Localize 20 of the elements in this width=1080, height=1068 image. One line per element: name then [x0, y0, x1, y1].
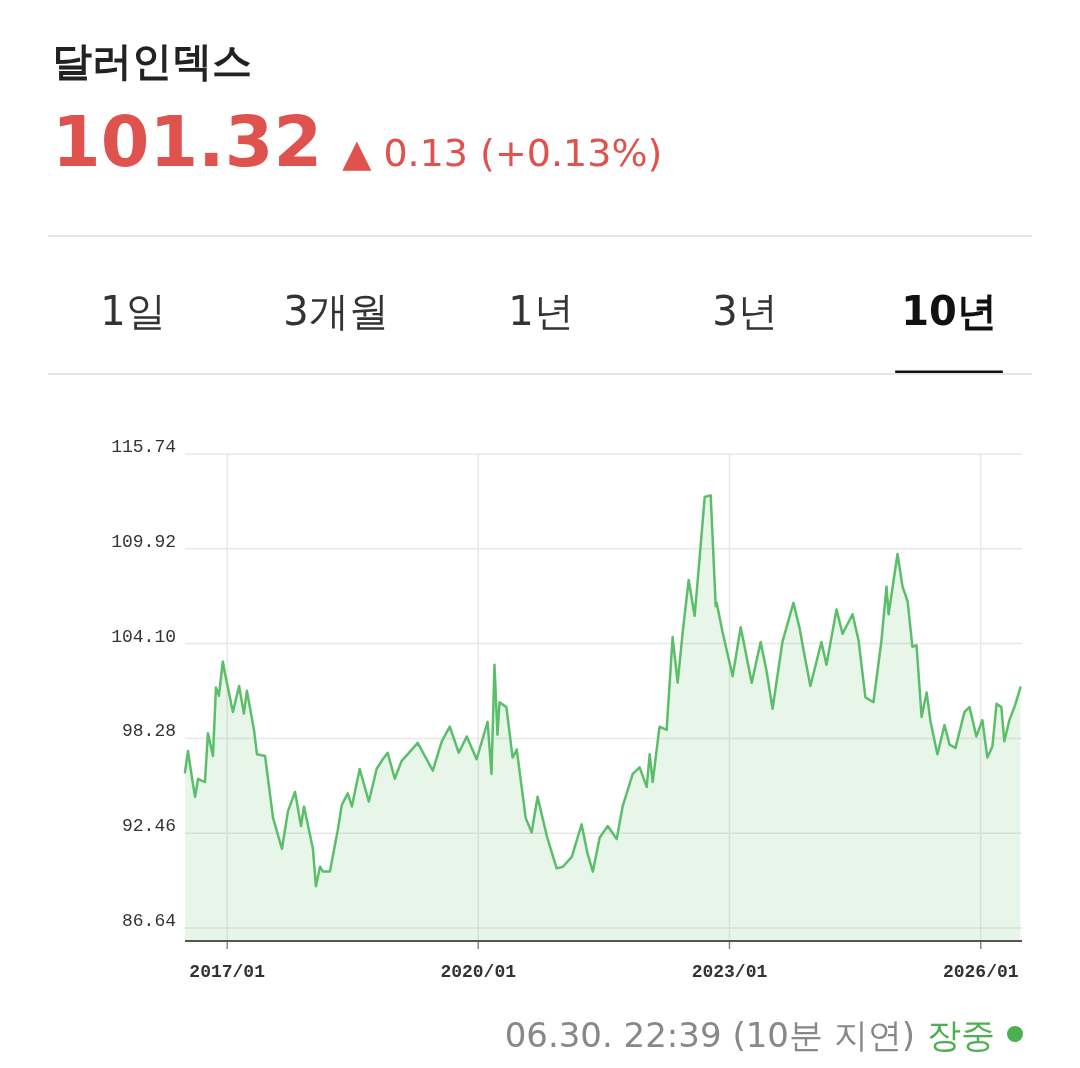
text: 장중 — [927, 1015, 995, 1055]
chart-subtitle: 101.32 — [52, 101, 323, 183]
y-tick-label: 115.74 — [111, 437, 176, 457]
y-tick-label: 109.92 — [111, 531, 176, 552]
text: 06.30. 22:39 (10분 지연) — [504, 1015, 915, 1055]
text: 1년 — [508, 288, 574, 334]
y-tick-label: 86.64 — [121, 910, 176, 931]
text: 1일 — [100, 288, 166, 334]
x-tick-label: 2026/01 — [942, 962, 1019, 982]
y-tick-label: 98.28 — [121, 721, 176, 742]
y-tick-label: 104.10 — [111, 626, 176, 647]
x-tick-label: 2023/01 — [691, 962, 768, 982]
text: 10년 — [901, 288, 997, 334]
x-tick-label: 2017/01 — [189, 962, 266, 982]
text: ▲ 0.13 (+0.13%) — [342, 131, 663, 175]
text: 3년 — [712, 288, 778, 334]
y-tick-label: 92.46 — [121, 816, 176, 837]
chart-title: 달러인덱스 — [52, 38, 252, 84]
x-tick-label: 2020/01 — [440, 962, 517, 982]
text: 3개월 — [283, 288, 389, 334]
